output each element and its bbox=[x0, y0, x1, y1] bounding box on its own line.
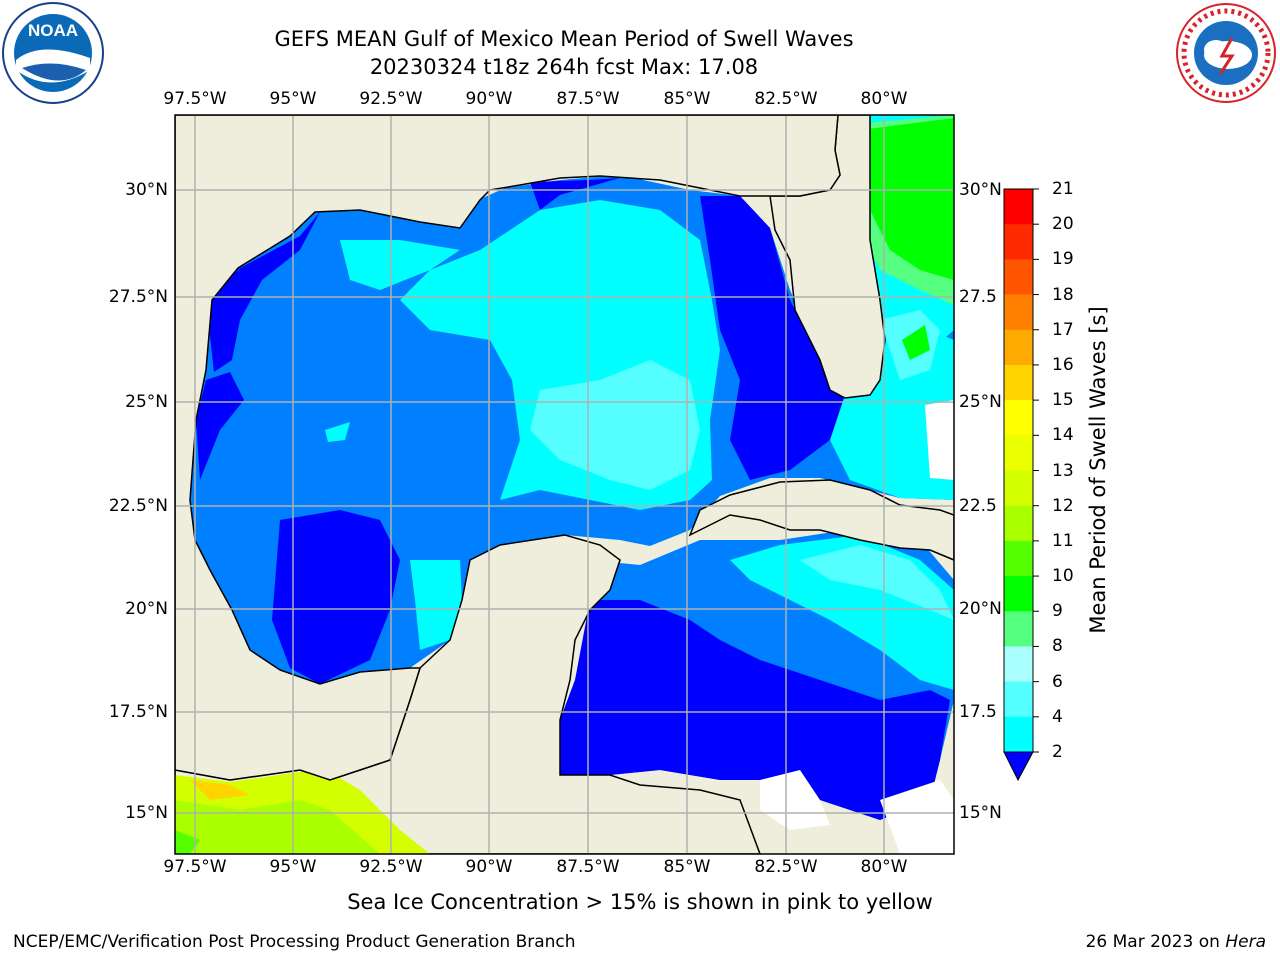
lon-tick-top: 92.5°W bbox=[359, 89, 423, 109]
lat-tick-right: 22.5 bbox=[959, 496, 997, 516]
no-data-regions bbox=[760, 400, 954, 854]
colorbar-segment bbox=[1004, 189, 1033, 225]
lon-tick-top: 90°W bbox=[465, 89, 513, 109]
lon-tick-bottom: 92.5°W bbox=[359, 857, 423, 877]
lon-tick-bottom: 95°W bbox=[269, 857, 317, 877]
colorbar bbox=[1004, 188, 1039, 753]
lat-tick-right: 30°N bbox=[959, 180, 1002, 200]
nws-logo bbox=[1176, 3, 1276, 103]
colorbar-extend-arrow bbox=[1003, 751, 1034, 782]
lon-tick-bottom: 97.5°W bbox=[163, 857, 227, 877]
lon-tick-top: 87.5°W bbox=[556, 89, 620, 109]
chart-title: GEFS MEAN Gulf of Mexico Mean Period of … bbox=[274, 27, 854, 51]
lon-tick-bottom: 90°W bbox=[465, 857, 513, 877]
footer-machine: Hera bbox=[1225, 932, 1266, 952]
lat-tick-left: 17.5°N bbox=[108, 702, 168, 722]
lat-tick-right: 17.5 bbox=[959, 702, 997, 722]
colorbar-tick-label: 19 bbox=[1052, 249, 1074, 270]
lat-tick-right: 27.5 bbox=[959, 287, 997, 307]
colorbar-tick-label: 6 bbox=[1052, 671, 1063, 692]
map-frame bbox=[174, 114, 955, 855]
longer-period-regions bbox=[530, 310, 954, 620]
colorbar-tick-label: 10 bbox=[1052, 566, 1074, 587]
lat-tick-left: 22.5°N bbox=[108, 496, 168, 516]
colorbar-tick-label: 4 bbox=[1052, 706, 1063, 727]
footer-date-text: 26 Mar 2023 on bbox=[1085, 932, 1226, 952]
lon-tick-top: 85°W bbox=[663, 89, 711, 109]
colorbar-tick-label: 14 bbox=[1052, 425, 1074, 446]
colorbar-tick-label: 12 bbox=[1052, 495, 1074, 516]
noaa-logo: NOAA bbox=[2, 2, 104, 104]
footer-date: 26 Mar 2023 on Hera bbox=[1086, 932, 1266, 952]
lat-tick-left: 25°N bbox=[125, 392, 168, 412]
colorbar-tick-label: 18 bbox=[1052, 284, 1074, 305]
colorbar-segment bbox=[1004, 681, 1033, 718]
lat-tick-left: 15°N bbox=[125, 803, 168, 823]
colorbar-label: Mean Period of Swell Waves [s] bbox=[1086, 306, 1110, 634]
colorbar-tick-label: 21 bbox=[1052, 179, 1074, 199]
low-period-regions bbox=[196, 178, 950, 820]
colorbar-tick-label: 9 bbox=[1052, 601, 1063, 622]
lat-tick-left: 27.5°N bbox=[108, 287, 168, 307]
colorbar-segment bbox=[1004, 364, 1033, 401]
lat-tick-right: 20°N bbox=[959, 599, 1002, 619]
lon-tick-bottom: 82.5°W bbox=[754, 857, 818, 877]
lon-tick-top: 95°W bbox=[269, 89, 317, 109]
lat-tick-right: 25°N bbox=[959, 392, 1002, 412]
colorbar-segment bbox=[1004, 505, 1033, 542]
colorbar-tick-label: 2 bbox=[1052, 742, 1063, 762]
colorbar-segment bbox=[1004, 294, 1033, 331]
colorbar-tick-label: 20 bbox=[1052, 214, 1074, 235]
colorbar-segment bbox=[1004, 716, 1033, 753]
colorbar-segment bbox=[1004, 540, 1033, 577]
colorbar-tick-label: 16 bbox=[1052, 354, 1074, 375]
lon-tick-top: 80°W bbox=[860, 89, 908, 109]
colorbar-segment bbox=[1004, 646, 1033, 683]
colorbar-segment bbox=[1004, 400, 1033, 436]
lat-tick-left: 20°N bbox=[125, 599, 168, 619]
map-area bbox=[175, 115, 954, 854]
lat-tick-right: 15°N bbox=[959, 803, 1002, 823]
lon-tick-top: 82.5°W bbox=[754, 89, 818, 109]
colorbar-segment bbox=[1004, 329, 1033, 366]
footer-credit: NCEP/EMC/Verification Post Processing Pr… bbox=[13, 932, 576, 952]
colorbar-segment bbox=[1004, 224, 1033, 260]
colorbar-tick-label: 17 bbox=[1052, 319, 1074, 340]
colorbar-segment bbox=[1004, 576, 1033, 612]
colorbar-segment bbox=[1004, 611, 1033, 647]
noaa-logo-text: NOAA bbox=[28, 21, 78, 40]
graticule bbox=[175, 115, 954, 854]
colorbar-tick-label: 15 bbox=[1052, 390, 1074, 411]
colorbar-tick-label: 11 bbox=[1052, 530, 1074, 551]
cuba-land bbox=[688, 479, 954, 561]
lon-tick-top: 97.5°W bbox=[163, 89, 227, 109]
colorbar-segment bbox=[1004, 470, 1033, 507]
lon-tick-bottom: 80°W bbox=[860, 857, 908, 877]
lon-tick-bottom: 87.5°W bbox=[556, 857, 620, 877]
colorbar-tick-label: 8 bbox=[1052, 636, 1063, 657]
colorbar-segment bbox=[1004, 435, 1033, 471]
atlantic-high-period bbox=[845, 115, 954, 360]
sea-ice-note-text: Sea Ice Concentration > 15% is shown in … bbox=[347, 890, 933, 914]
colorbar-segment bbox=[1004, 259, 1033, 296]
chart-subtitle: 20230324 t18z 264h fcst Max: 17.08 bbox=[369, 55, 759, 79]
colorbar-tick-label: 13 bbox=[1052, 460, 1074, 481]
lat-tick-left: 30°N bbox=[125, 180, 168, 200]
lon-tick-bottom: 85°W bbox=[663, 857, 711, 877]
